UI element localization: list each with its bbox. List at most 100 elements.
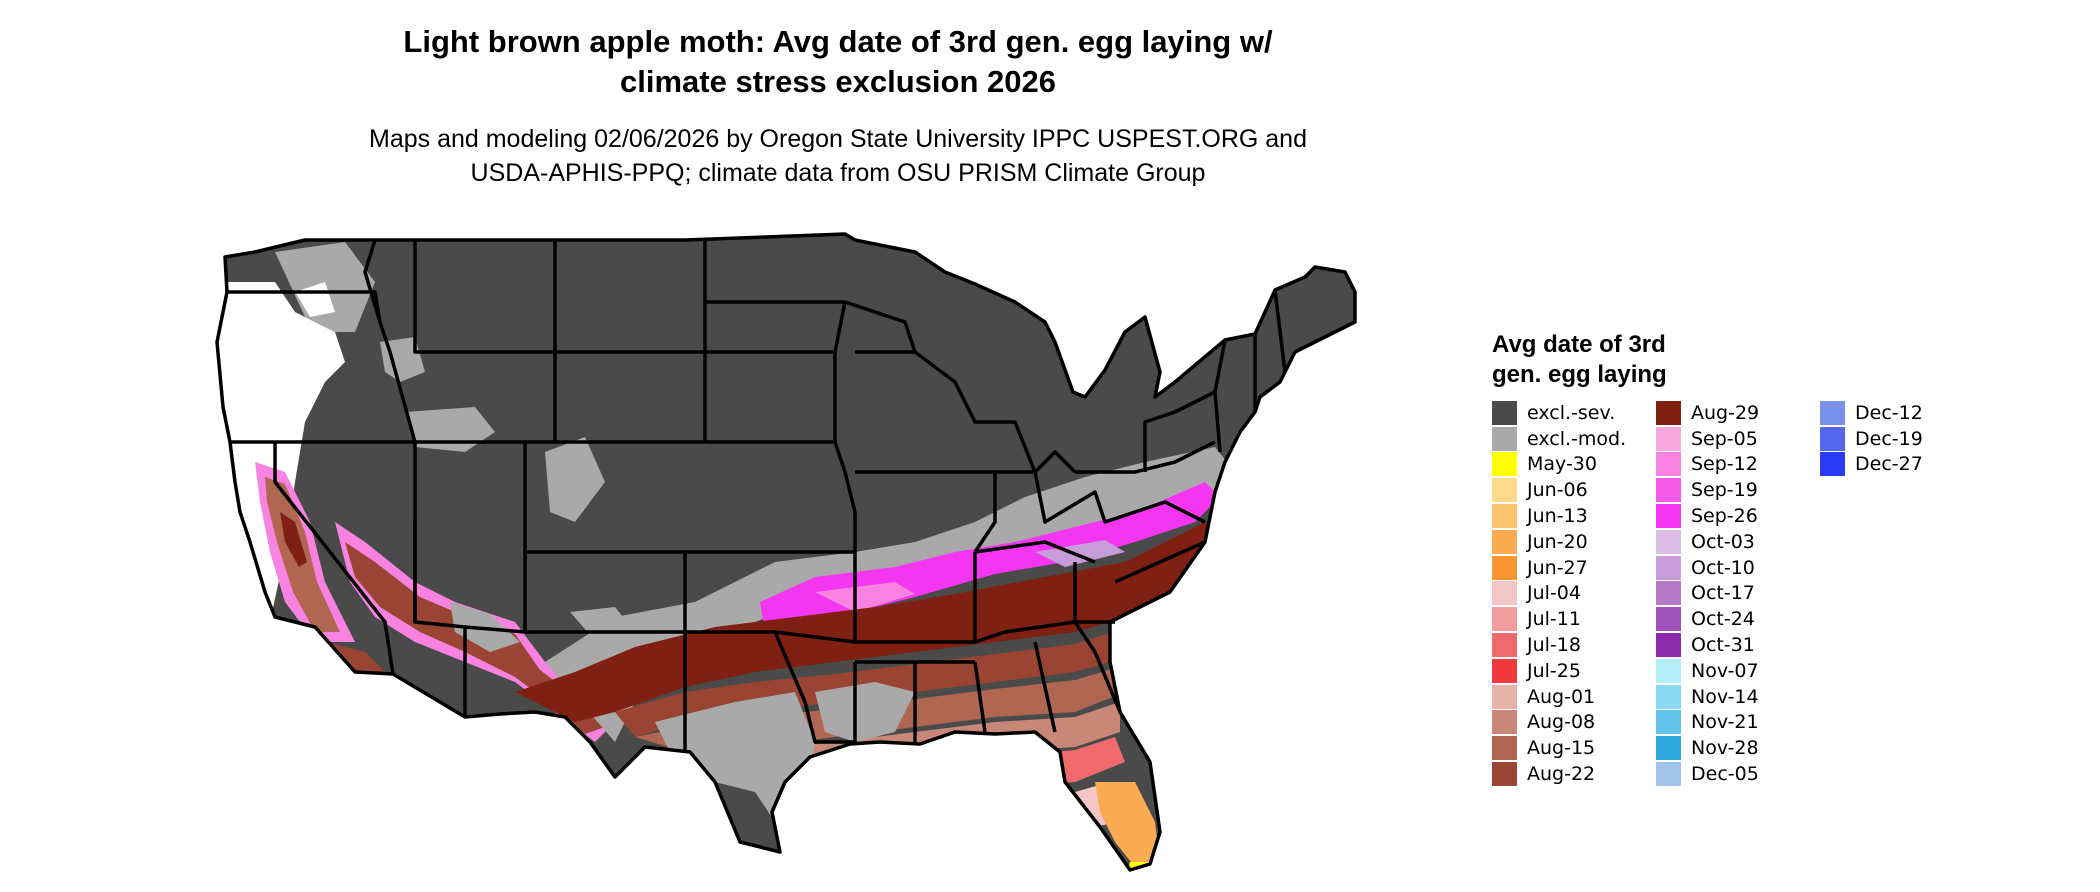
legend-item: Jun-13 — [1492, 503, 1656, 529]
legend-item: Oct-31 — [1656, 632, 1820, 658]
legend-label: Jul-11 — [1527, 608, 1581, 631]
legend-swatch — [1492, 426, 1517, 451]
map-subtitle-line-1: Maps and modeling 02/06/2026 by Oregon S… — [369, 125, 1307, 153]
legend-title-line-2: gen. egg laying — [1492, 361, 1667, 388]
legend-label: Aug-22 — [1527, 763, 1596, 786]
legend-item: Dec-19 — [1820, 426, 1984, 452]
legend-label: Jul-18 — [1527, 634, 1581, 657]
legend-item: Jul-11 — [1492, 606, 1656, 632]
legend-swatch — [1492, 607, 1517, 632]
legend-item: Nov-14 — [1656, 684, 1820, 710]
texas-east-moderate — [815, 682, 915, 742]
map-subtitle: Maps and modeling 02/06/2026 by Oregon S… — [0, 122, 1676, 190]
legend-swatch — [1656, 607, 1681, 632]
legend-title: Avg date of 3rd gen. egg laying — [1492, 330, 1984, 390]
legend-item: Aug-15 — [1492, 735, 1656, 761]
legend-label: Aug-08 — [1527, 711, 1596, 734]
legend-swatch — [1492, 762, 1517, 787]
legend-item: Nov-21 — [1656, 710, 1820, 736]
legend-label: Oct-24 — [1691, 608, 1755, 631]
legend-item: Sep-12 — [1656, 452, 1820, 478]
map-title-line-1: Light brown apple moth: Avg date of 3rd … — [403, 24, 1273, 59]
oct-patch — [1035, 540, 1125, 567]
legend-label: Oct-17 — [1691, 582, 1755, 605]
legend-swatch — [1656, 555, 1681, 580]
state-borders — [215, 232, 1357, 872]
legend-label: Aug-01 — [1527, 685, 1596, 708]
legend-item: Nov-07 — [1656, 658, 1820, 684]
map-title: Light brown apple moth: Avg date of 3rd … — [0, 22, 1676, 102]
legend-swatch — [1656, 478, 1681, 503]
legend-label: Oct-10 — [1691, 556, 1755, 579]
map-title-line-2: climate stress exclusion 2026 — [620, 64, 1056, 99]
legend-label: Nov-14 — [1691, 685, 1759, 708]
legend-item: excl.-mod. — [1492, 426, 1656, 452]
map-subtitle-line-2: USDA-APHIS-PPQ; climate data from OSU PR… — [470, 159, 1206, 187]
legend-swatch — [1656, 581, 1681, 606]
legend-item: Jul-25 — [1492, 658, 1656, 684]
legend-columns: excl.-sev. excl.-mod. May-30 Jun-06 Jun-13 Ju… — [1492, 400, 1984, 787]
legend-item: Aug-01 — [1492, 684, 1656, 710]
legend-label: Jun-27 — [1527, 556, 1588, 579]
legend-swatch — [1656, 426, 1681, 451]
gulf-jul25-band — [835, 770, 1055, 807]
legend-swatch — [1656, 762, 1681, 787]
south-aug29-band — [515, 522, 1225, 722]
legend-label: Dec-19 — [1855, 427, 1923, 450]
legend-column-2: Aug-29 Sep-05 Sep-12 Sep-19 Sep-26 Oct-03 Oct-… — [1656, 400, 1820, 787]
legend-label: Sep-26 — [1691, 505, 1758, 528]
legend-swatch — [1492, 581, 1517, 606]
legend-label: Jul-04 — [1527, 582, 1581, 605]
legend-item: Jun-20 — [1492, 529, 1656, 555]
legend-label: Nov-21 — [1691, 711, 1759, 734]
legend-item: Aug-22 — [1492, 761, 1656, 787]
legend-swatch — [1656, 452, 1681, 477]
legend-label: Jul-25 — [1527, 659, 1581, 682]
legend-item: May-30 — [1492, 452, 1656, 478]
sep-light-pink-patch — [815, 582, 915, 612]
legend-column-3: Dec-12 Dec-19 Dec-27 — [1820, 400, 1984, 787]
south-texas-severe — [715, 782, 780, 862]
legend-label: May-30 — [1527, 453, 1597, 476]
texas-moderate-area — [655, 692, 815, 822]
legend-label: Oct-03 — [1691, 530, 1755, 553]
legend-item: Jul-04 — [1492, 581, 1656, 607]
legend-label: Nov-28 — [1691, 737, 1759, 760]
california-valley-dark — [280, 512, 307, 567]
legend-swatch — [1492, 452, 1517, 477]
legend-item: Jun-06 — [1492, 477, 1656, 503]
legend-label: excl.-sev. — [1527, 401, 1616, 424]
legend-item: Oct-17 — [1656, 581, 1820, 607]
legend-swatch — [1656, 400, 1681, 425]
legend-swatch — [1656, 684, 1681, 709]
legend-item: excl.-sev. — [1492, 400, 1656, 426]
legend-swatch — [1656, 710, 1681, 735]
legend-label: Aug-29 — [1691, 401, 1760, 424]
legend-swatch — [1820, 426, 1845, 451]
legend-label: Dec-05 — [1691, 763, 1759, 786]
legend-item: Dec-12 — [1820, 400, 1984, 426]
us-map — [215, 232, 1357, 872]
legend-label: Jun-20 — [1527, 530, 1588, 553]
legend-swatch — [1820, 400, 1845, 425]
legend-item: Dec-05 — [1656, 761, 1820, 787]
legend: Avg date of 3rd gen. egg laying excl.-se… — [1492, 330, 1984, 787]
legend-label: Sep-05 — [1691, 427, 1758, 450]
legend-swatch — [1492, 736, 1517, 761]
legend-label: Aug-15 — [1527, 737, 1596, 760]
legend-label: Oct-31 — [1691, 634, 1755, 657]
legend-swatch — [1492, 684, 1517, 709]
legend-swatch — [1656, 504, 1681, 529]
legend-item: Jun-27 — [1492, 555, 1656, 581]
legend-label: excl.-mod. — [1527, 427, 1627, 450]
legend-swatch — [1492, 529, 1517, 554]
legend-item: Sep-26 — [1656, 503, 1820, 529]
legend-item: Jul-18 — [1492, 632, 1656, 658]
legend-item: Sep-19 — [1656, 477, 1820, 503]
legend-swatch — [1492, 504, 1517, 529]
legend-item: Oct-24 — [1656, 606, 1820, 632]
legend-swatch — [1656, 658, 1681, 683]
legend-swatch — [1492, 555, 1517, 580]
legend-item: Oct-03 — [1656, 529, 1820, 555]
legend-column-1: excl.-sev. excl.-mod. May-30 Jun-06 Jun-13 Ju… — [1492, 400, 1656, 787]
